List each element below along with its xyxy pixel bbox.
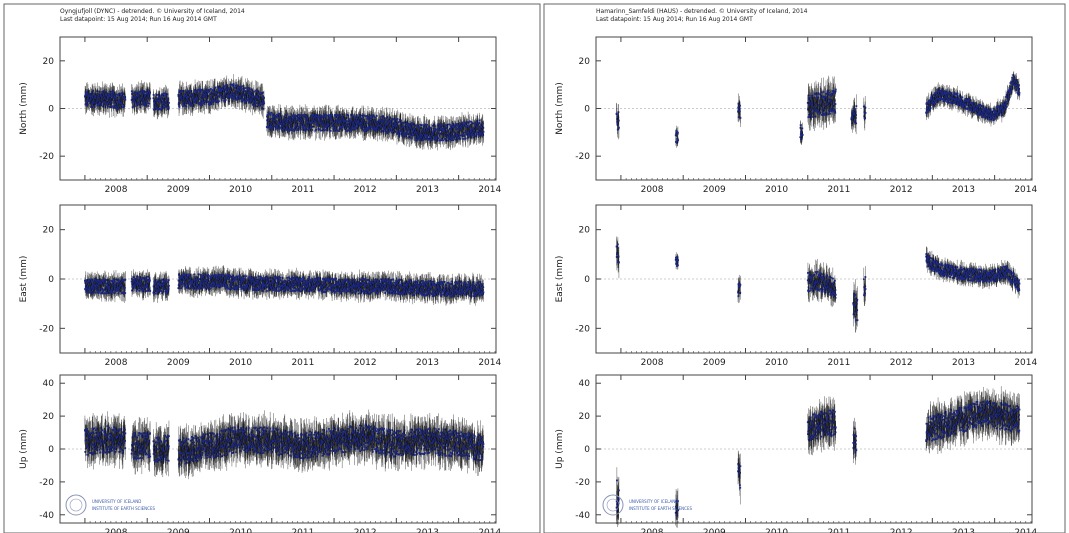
- x-tick-label: 2012: [354, 358, 377, 368]
- left-figure-subtitle: Last datapoint: 15 Aug 2014; Run 16 Aug …: [60, 16, 217, 23]
- y-tick-label: 20: [43, 226, 55, 236]
- x-tick-label: 2014: [478, 358, 501, 368]
- plot-panels: 20 0 -20 2008 2009 2010 2011 2012 2013 2014 North …: [19, 37, 1037, 533]
- x-tick-label: 2012: [354, 185, 377, 195]
- x-tick-label: 2013: [416, 358, 439, 368]
- data-point: [233, 83, 235, 85]
- data-point: [236, 84, 238, 86]
- x-tick-label: 2010: [229, 358, 252, 368]
- data-point: [330, 130, 332, 132]
- x-tick-label: 2010: [229, 185, 252, 195]
- data-point: [111, 105, 113, 107]
- right-figure-subtitle: Last datapoint: 15 Aug 2014; Run 16 Aug …: [596, 16, 753, 23]
- data-point: [459, 137, 461, 139]
- data-point: [224, 85, 226, 87]
- data-point: [424, 123, 426, 125]
- data-point: [225, 99, 227, 101]
- data-point: [338, 130, 340, 132]
- y-tick-label: 0: [48, 105, 54, 115]
- data-point: [315, 129, 317, 131]
- data-point: [389, 117, 391, 119]
- data-point: [426, 124, 428, 126]
- data-point: [465, 137, 467, 139]
- y-tick-label: 20: [43, 57, 55, 67]
- data-point: [275, 129, 277, 131]
- y-tick-label: -20: [39, 152, 54, 162]
- data-point: [376, 115, 378, 117]
- data-point: [168, 102, 170, 104]
- data-point: [149, 98, 151, 100]
- y-tick-label: 0: [48, 275, 54, 285]
- data-point: [124, 99, 126, 101]
- right-figure-title: Hamarinn_Samfeldi (HAUS) - detrended. © …: [596, 8, 808, 15]
- x-tick-label: 2008: [105, 185, 128, 195]
- data-point: [263, 102, 265, 104]
- x-tick-label: 2013: [416, 185, 439, 195]
- data-point: [218, 100, 220, 102]
- data-point: [88, 292, 90, 294]
- x-tick-label: 2008: [105, 358, 128, 368]
- x-tick-label: 2011: [291, 358, 314, 368]
- x-tick-label: 2009: [167, 358, 190, 368]
- data-point: [94, 292, 96, 294]
- panel-dync-east: 20 0 -20 2008 2009 2010 2011 2012 2013 2014 East (…: [19, 205, 501, 368]
- data-point: [366, 123, 368, 125]
- y-axis-label: East (mm): [19, 256, 29, 303]
- data-point: [331, 114, 333, 116]
- data-point: [479, 120, 481, 122]
- data-point: [397, 118, 399, 120]
- panel-dync-north: 20 0 -20 2008 2009 2010 2011 2012 2013 2014 North …: [19, 37, 501, 195]
- data-point: [443, 139, 445, 141]
- y-tick-label: -20: [39, 324, 54, 334]
- data-point: [398, 135, 400, 137]
- data-point: [147, 105, 149, 107]
- data-point: [241, 85, 243, 87]
- data-point: [244, 87, 246, 89]
- data-point: [449, 124, 451, 126]
- y-axis-label: North (mm): [19, 82, 29, 135]
- data-point: [483, 131, 485, 133]
- data-point: [235, 99, 237, 101]
- x-tick-label: 2011: [291, 185, 314, 195]
- data-point: [298, 126, 300, 128]
- x-tick-label: 2014: [478, 185, 501, 195]
- data-point: [320, 130, 322, 132]
- left-figure-title: Oyngjufjoll (DYNC) - detrended. © Univer…: [60, 8, 245, 15]
- x-tick-label: 2009: [167, 185, 190, 195]
